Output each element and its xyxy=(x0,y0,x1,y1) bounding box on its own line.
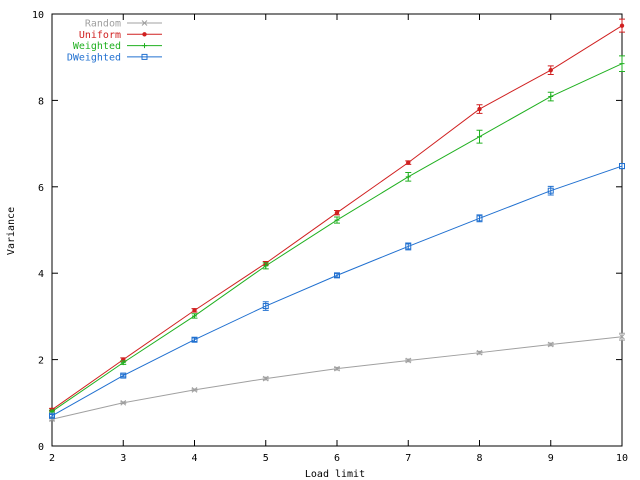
x-tick-label: 10 xyxy=(616,453,628,464)
series-random xyxy=(49,332,625,423)
y-tick-label: 2 xyxy=(38,356,44,367)
y-tick-label: 10 xyxy=(32,10,44,21)
data-point xyxy=(334,217,340,223)
data-point xyxy=(334,210,340,215)
x-tick-label: 6 xyxy=(334,453,340,464)
data-point xyxy=(619,333,625,340)
legend-label: DWeighted xyxy=(67,52,121,63)
x-tick-label: 7 xyxy=(405,453,411,464)
legend-marker xyxy=(141,53,148,60)
data-point xyxy=(191,386,198,393)
data-point xyxy=(262,375,269,382)
x-axis-title: Load limit xyxy=(305,469,365,480)
data-point xyxy=(262,303,269,310)
legend-label: Weighted xyxy=(73,41,121,52)
legend-marker xyxy=(141,20,148,26)
data-point xyxy=(547,341,554,348)
data-point xyxy=(547,187,554,194)
data-point xyxy=(120,372,127,379)
y-axis-title: Variance xyxy=(6,207,17,255)
data-point xyxy=(192,313,197,319)
x-tick-label: 4 xyxy=(191,453,197,464)
data-point xyxy=(405,357,412,364)
series-line xyxy=(51,63,623,412)
data-point xyxy=(548,94,554,100)
data-point xyxy=(49,412,55,419)
legend-label: Uniform xyxy=(79,30,121,41)
data-point xyxy=(405,174,411,180)
legend-marker xyxy=(142,43,147,49)
data-point xyxy=(477,106,482,112)
x-tick-label: 5 xyxy=(263,453,269,464)
y-tick-label: 6 xyxy=(38,183,44,194)
x-tick-label: 2 xyxy=(49,453,55,464)
y-tick-label: 8 xyxy=(38,96,44,107)
data-point xyxy=(120,399,127,406)
data-point xyxy=(476,349,483,356)
data-point xyxy=(619,61,625,67)
plot-frame xyxy=(51,13,623,447)
data-point xyxy=(334,365,340,372)
data-point xyxy=(405,243,412,250)
data-point xyxy=(192,308,197,313)
data-point xyxy=(120,360,126,366)
plot-border xyxy=(51,13,623,447)
series-line xyxy=(51,336,623,420)
data-point xyxy=(406,160,411,165)
legend-label: Random xyxy=(85,19,121,30)
x-tick-label: 3 xyxy=(120,453,126,464)
data-point xyxy=(619,23,625,28)
data-point xyxy=(334,272,340,279)
data-point xyxy=(476,215,483,222)
series-uniform xyxy=(49,18,625,412)
series-dweighted xyxy=(49,162,625,419)
x-tick-label: 8 xyxy=(476,453,482,464)
data-point xyxy=(619,163,625,170)
data-point xyxy=(548,67,553,73)
series-lines xyxy=(49,18,625,423)
data-point xyxy=(263,263,269,269)
data-point xyxy=(191,336,198,343)
series-weighted xyxy=(49,55,625,414)
data-point xyxy=(477,134,482,140)
legend-marker xyxy=(142,32,147,37)
series-line xyxy=(51,165,623,417)
y-tick-label: 4 xyxy=(38,269,44,280)
x-tick-label: 9 xyxy=(548,453,554,464)
y-tick-label: 0 xyxy=(38,442,44,453)
